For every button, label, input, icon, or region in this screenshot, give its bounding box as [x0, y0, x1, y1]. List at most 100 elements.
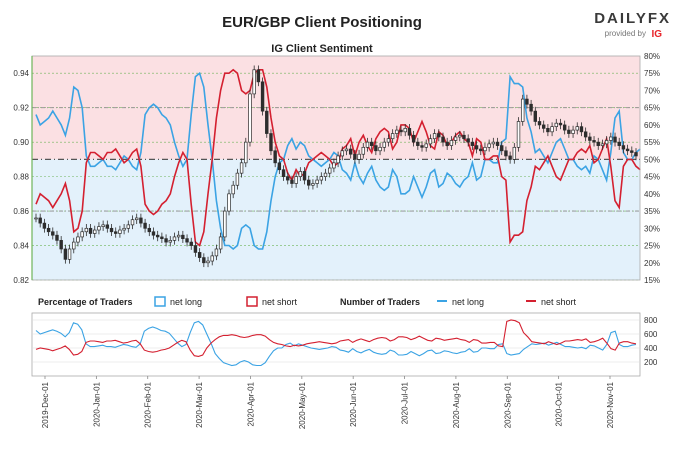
candle-body — [437, 133, 441, 138]
candle-body — [256, 69, 261, 83]
date-tick-label: 2020-Feb-01 — [144, 381, 153, 427]
candle-body — [193, 245, 198, 253]
candle-body — [176, 234, 181, 238]
candle-body — [449, 140, 454, 146]
date-tick-label: 2020-Nov-01 — [606, 381, 615, 428]
date-tick-label: 2019-Dec-01 — [41, 381, 50, 428]
candle-body — [600, 143, 605, 146]
legend-pct-title: Percentage of Traders — [38, 297, 133, 307]
candle-body — [613, 136, 617, 143]
brand-main: DAILYFX — [594, 10, 671, 27]
candle-body — [84, 227, 89, 233]
date-tick-label: 2020-Mar-01 — [195, 381, 204, 427]
legend: Percentage of Traders net long net short… — [38, 296, 577, 307]
dailyfx-logo: DAILYFX provided by IG — [594, 10, 671, 40]
candle-body — [189, 241, 193, 246]
candle-body — [567, 129, 571, 134]
candle-body — [571, 129, 575, 134]
candle-body — [630, 150, 634, 153]
candle-body — [458, 134, 462, 138]
candle-body — [72, 241, 76, 250]
candle-body — [537, 121, 542, 126]
candle-body — [168, 240, 172, 243]
candle-body — [466, 138, 470, 143]
candle-body — [541, 124, 546, 129]
sentiment-panel — [31, 55, 641, 281]
legend-pct-long-label: net long — [170, 297, 202, 307]
price-tick: 0.92 — [13, 104, 29, 113]
candle-body — [244, 141, 248, 164]
candle-body — [80, 231, 84, 238]
candle-body — [554, 122, 558, 127]
candle-body — [516, 121, 521, 148]
date-tick-label: 2020-Jan-01 — [92, 381, 101, 426]
traders-tick: 800 — [644, 316, 658, 325]
candle-body — [122, 227, 126, 231]
candle-body — [286, 176, 290, 181]
legend-pct-short-swatch — [246, 296, 258, 307]
candle-body — [374, 145, 378, 152]
candle-body — [101, 224, 105, 227]
candle-body — [588, 136, 592, 141]
candle-body — [298, 171, 303, 177]
candle-body — [38, 217, 42, 224]
candle-body — [575, 126, 579, 131]
candle-body — [483, 146, 487, 152]
price-tick: 0.84 — [13, 242, 29, 251]
percent-tick: 55% — [644, 138, 660, 147]
candle-body — [428, 138, 433, 145]
candle-body — [126, 224, 131, 229]
candle-body — [181, 234, 185, 239]
candle-body — [583, 131, 588, 138]
candle-body — [504, 150, 508, 157]
candle-body — [445, 141, 449, 146]
candle-body — [172, 236, 177, 241]
candle-body — [336, 155, 340, 164]
candle-body — [160, 236, 164, 239]
candle-body — [248, 93, 252, 143]
candle-body — [231, 184, 235, 195]
candle-body — [67, 248, 72, 260]
candle-body — [34, 217, 38, 220]
traders-tick: 200 — [644, 358, 658, 367]
candle-body — [294, 176, 298, 184]
candle-body — [118, 229, 122, 234]
percent-tick: 40% — [644, 190, 660, 199]
candle-body — [491, 141, 496, 145]
price-axis: 0.82 0.84 0.86 0.88 0.90 0.92 0.94 — [13, 69, 29, 285]
candle-body — [227, 193, 231, 212]
price-tick: 0.82 — [13, 276, 29, 285]
legend-pct-short-label: net short — [262, 297, 298, 307]
candle-body — [579, 126, 584, 133]
date-tick-label: 2020-Jul-01 — [401, 381, 410, 424]
candle-body — [604, 140, 609, 145]
candle-body — [55, 234, 59, 241]
candle-body — [550, 126, 554, 133]
candle-body — [269, 133, 273, 152]
candle-body — [344, 148, 349, 152]
percent-tick: 25% — [644, 242, 660, 251]
candle-body — [277, 162, 282, 171]
candle-body — [130, 219, 135, 226]
candle-body — [592, 140, 596, 143]
candle-body — [634, 152, 638, 157]
price-tick: 0.94 — [13, 69, 29, 78]
candle-body — [328, 167, 332, 174]
candle-body — [239, 162, 244, 174]
percent-tick: 35% — [644, 207, 660, 216]
candle-body — [512, 146, 517, 160]
candle-body — [562, 124, 567, 131]
candle-body — [315, 179, 319, 184]
percent-tick: 70% — [644, 86, 660, 95]
percent-tick: 30% — [644, 224, 660, 233]
percent-tick: 50% — [644, 155, 660, 164]
net-long-count-line — [35, 320, 637, 367]
percent-axis: 15% 20% 25% 30% 35% 40% 45% 50% 55% 60% 65% 70% 75% 8… — [644, 52, 660, 285]
percent-tick: 80% — [644, 52, 660, 61]
candle-body — [432, 133, 437, 140]
candle-body — [210, 255, 214, 262]
traders-tick: 400 — [644, 344, 658, 353]
candle-body — [109, 227, 114, 233]
